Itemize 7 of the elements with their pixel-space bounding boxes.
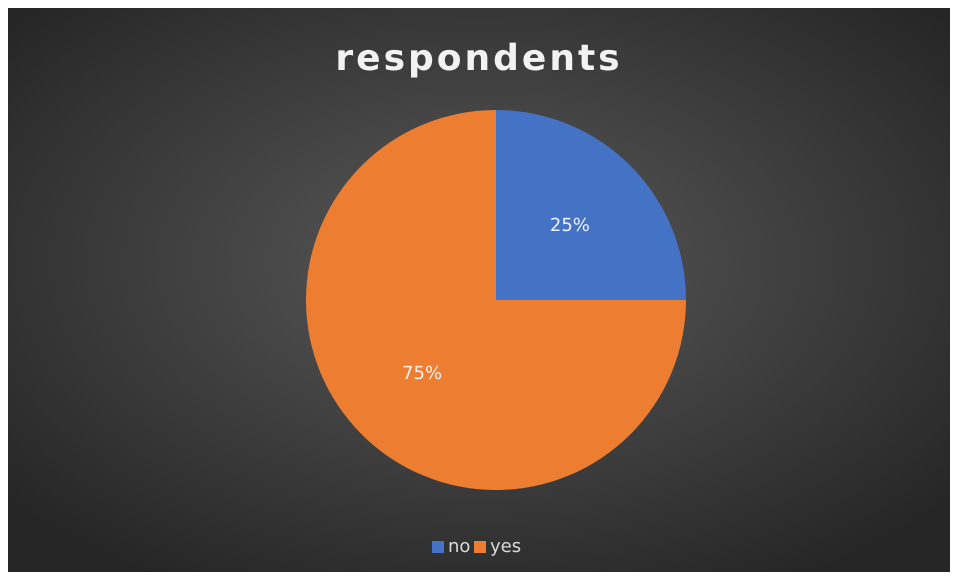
legend-label: yes xyxy=(490,536,522,557)
data-label: 25% xyxy=(550,215,590,236)
legend-label: no xyxy=(448,536,470,557)
chart-title: respondents xyxy=(335,38,623,79)
pie-slice xyxy=(496,110,686,300)
data-label: 75% xyxy=(402,362,442,384)
pie-slice xyxy=(306,110,686,490)
